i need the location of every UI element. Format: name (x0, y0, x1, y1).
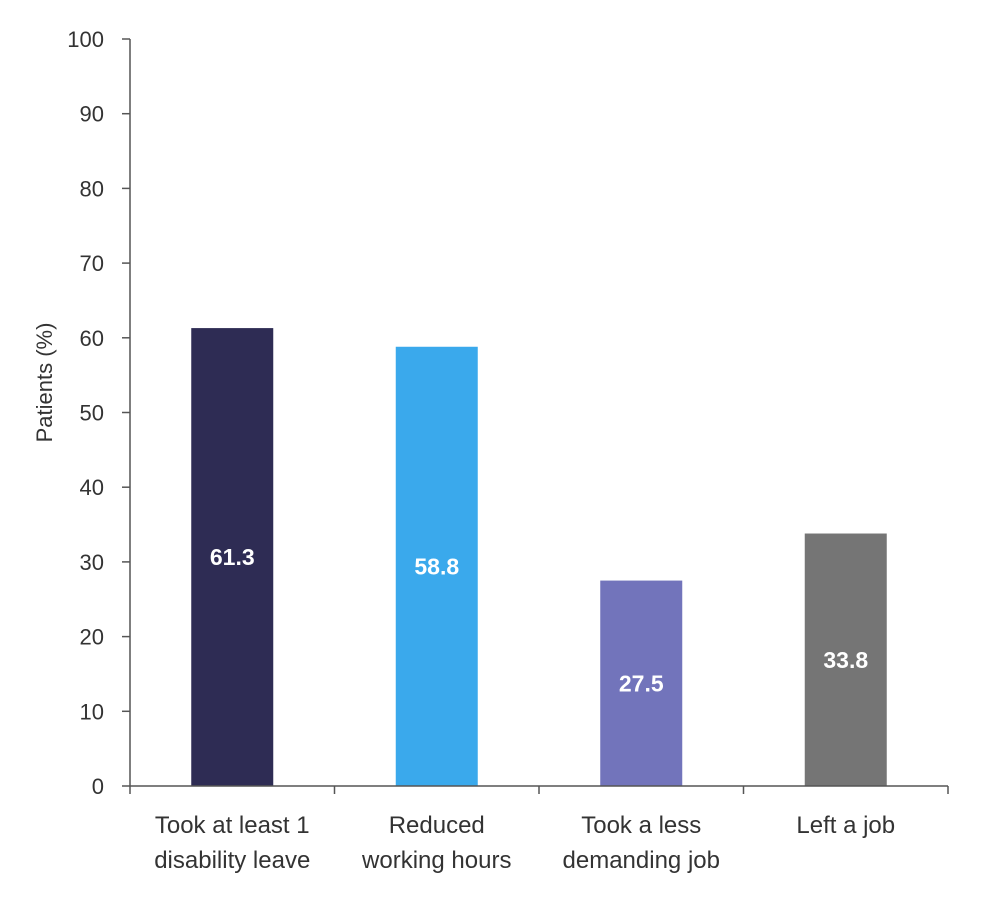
data-label: 58.8 (414, 553, 459, 579)
bars: 61.3 58.8 27.5 33.8 (191, 328, 887, 786)
y-tick-label: 20 (80, 625, 104, 650)
y-axis-title: Patients (%) (32, 323, 57, 443)
y-tick-label: 40 (80, 475, 104, 500)
y-tick-label: 100 (67, 27, 104, 52)
y-tick-label: 60 (80, 326, 104, 351)
x-axis: Took at least 1 disability leave Reduced wo… (129, 785, 949, 874)
x-tick-label: working hours (361, 847, 511, 874)
bar (600, 580, 683, 786)
bar (191, 328, 274, 786)
data-label: 27.5 (619, 670, 664, 696)
x-tick-label: Took a less (581, 812, 701, 839)
bar (804, 533, 887, 786)
x-tick-label: Took at least 1 (155, 812, 310, 839)
y-axis: 0 10 20 30 40 50 60 70 80 90 100 (67, 27, 131, 799)
y-tick-label: 50 (80, 401, 104, 426)
data-label: 33.8 (823, 647, 868, 673)
y-tick-label: 10 (80, 699, 104, 724)
x-tick-label: Reduced (389, 812, 485, 839)
data-label: 61.3 (210, 544, 255, 570)
y-tick-label: 0 (92, 774, 104, 799)
y-tick-label: 30 (80, 550, 104, 575)
bar (395, 346, 478, 786)
x-tick-label: disability leave (154, 847, 310, 874)
y-tick-label: 80 (80, 176, 104, 201)
x-tick-label: demanding job (563, 847, 720, 874)
y-tick-label: 70 (80, 251, 104, 276)
x-tick-label: Left a job (796, 812, 895, 839)
y-tick-label: 90 (80, 102, 104, 127)
